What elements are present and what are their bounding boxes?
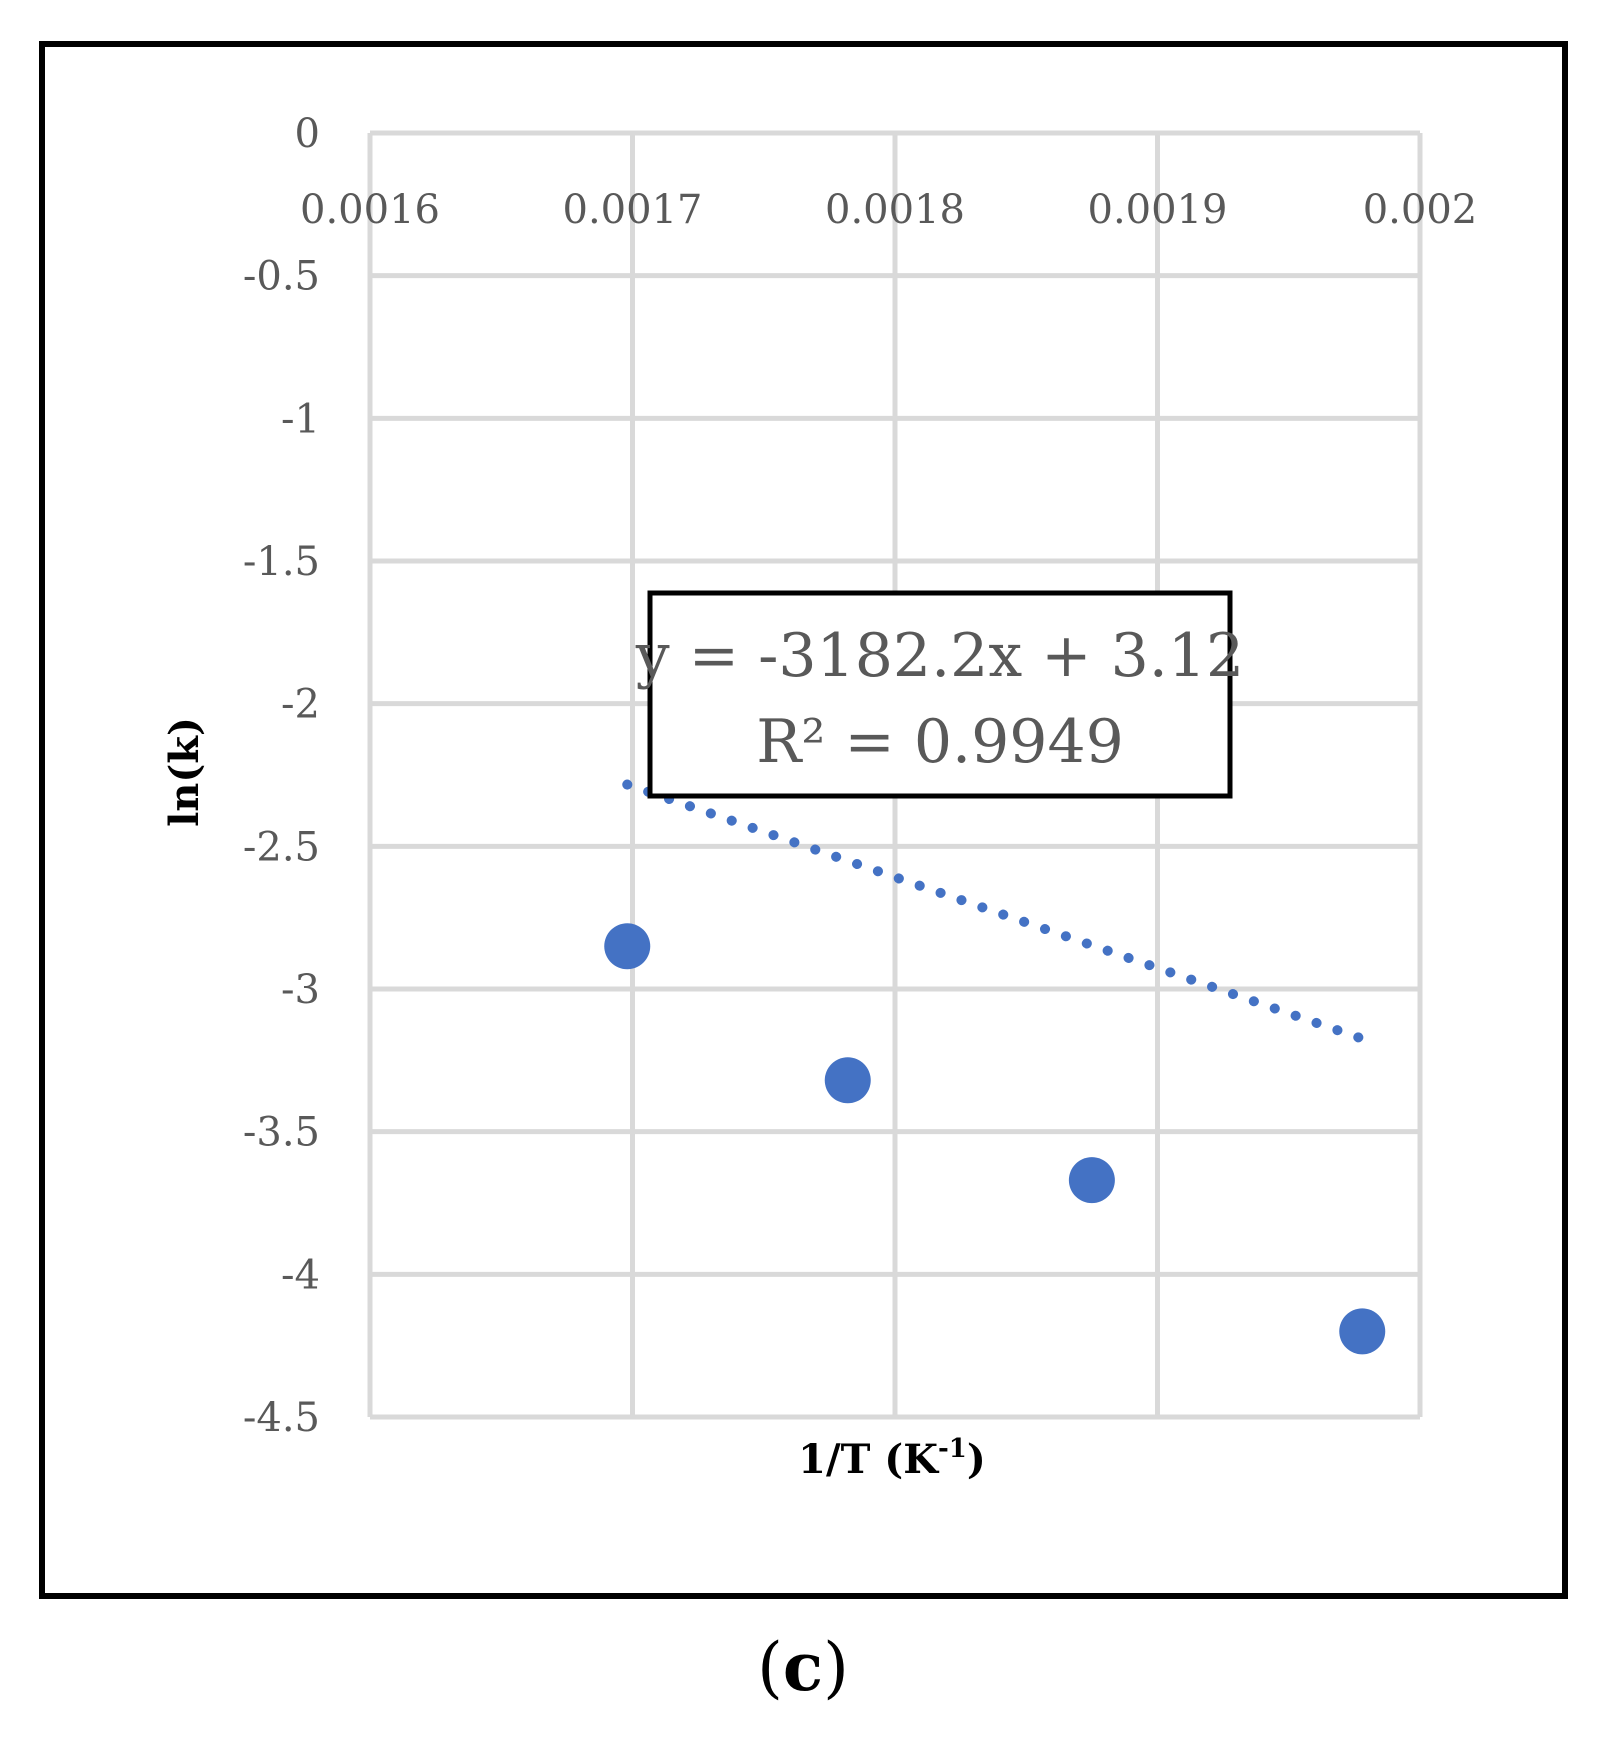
y-tick-label-9: -4.5 [243,1395,320,1441]
panel-label-letter: c [783,1628,823,1706]
x-axis-title-superscript: -1 [938,1434,967,1464]
panel-label-open: ( [757,1629,783,1706]
x-tick-label-2: 0.0018 [825,187,965,233]
y-tick-label-4: -2 [281,682,320,728]
data-point-1 [824,1057,871,1104]
y-tick-label-2: -1 [281,396,320,442]
gridlines [367,130,1423,1420]
equation-box-frame [647,590,1233,799]
y-tick-label-7: -3.5 [243,1110,320,1156]
equation-box: y = -3182.2x + 3.12 R² = 0.9949 [635,590,1244,799]
data-points [604,923,1386,1355]
data-point-3 [1339,1308,1386,1355]
y-tick-label-8: -4 [281,1252,320,1298]
trendline [622,779,1368,1044]
x-axis-title-main: 1/T (K [798,1436,939,1483]
x-tick-label-3: 0.0019 [1088,187,1228,233]
x-axis-title-close: ) [967,1436,986,1483]
x-tick-label-1: 0.0017 [563,187,703,233]
x-tick-labels: 0.0016 0.0017 0.0018 0.0019 0.002 [300,187,1477,233]
y-tick-label-3: -1.5 [243,539,320,585]
panel-label: (c) [757,1628,849,1706]
y-tick-label-0: 0 [295,111,320,157]
chart-frame [39,41,1568,1599]
x-tick-label-4: 0.002 [1363,187,1478,233]
y-tick-labels: 0 -0.5 -1 -1.5 -2 -2.5 -3 -3.5 -4 -4.5 [243,111,320,1441]
trendline-path [622,779,1368,1044]
trendline-equation: y = -3182.2x + 3.12 [635,621,1244,691]
r-squared-value: R² = 0.9949 [756,707,1124,777]
data-point-2 [1068,1157,1115,1204]
y-tick-label-6: -3 [281,967,320,1013]
data-point-0 [604,923,651,970]
y-tick-label-5: -2.5 [243,824,320,870]
y-axis-title: ln(k) [161,717,208,827]
y-tick-label-1: -0.5 [243,254,320,300]
x-axis-title: 1/T (K-1) [798,1434,986,1483]
x-tick-label-0: 0.0016 [300,187,440,233]
panel-label-close: ) [823,1629,849,1706]
